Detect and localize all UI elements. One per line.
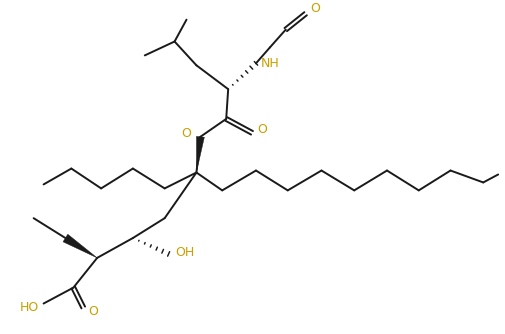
Text: O: O: [88, 305, 98, 318]
Text: O: O: [257, 123, 267, 136]
Text: OH: OH: [175, 246, 194, 260]
Polygon shape: [63, 234, 97, 258]
Text: HO: HO: [20, 301, 39, 314]
Text: O: O: [311, 2, 321, 15]
Text: NH: NH: [261, 57, 279, 70]
Text: O: O: [182, 127, 191, 140]
Polygon shape: [196, 136, 205, 173]
